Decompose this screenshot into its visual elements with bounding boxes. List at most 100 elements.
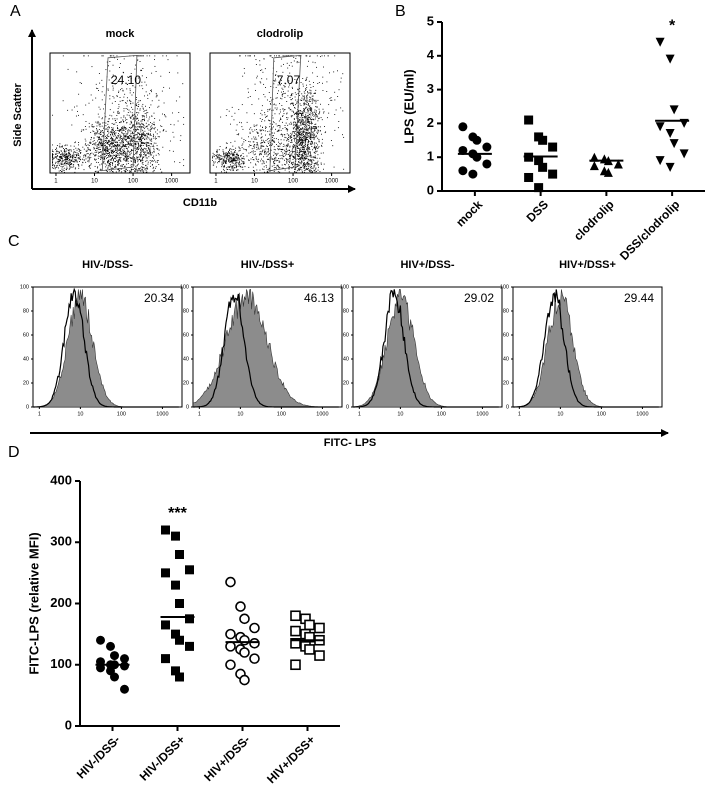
event-dot (300, 118, 302, 120)
event-dot (308, 119, 309, 121)
event-dot (68, 149, 70, 150)
event-dot (300, 110, 302, 111)
event-dot (101, 125, 103, 127)
event-dot (127, 141, 129, 143)
event-dot (306, 166, 308, 168)
event-dot (305, 119, 307, 121)
event-dot (300, 150, 302, 152)
event-dot (106, 170, 107, 172)
event-dot (272, 159, 274, 161)
event-dot (281, 155, 283, 156)
event-dot (105, 135, 106, 137)
event-dot (301, 113, 303, 115)
event-dot (144, 81, 146, 83)
event-dot (71, 124, 73, 126)
event-dot (134, 167, 136, 169)
event-dot (218, 161, 220, 163)
event-dot (105, 125, 107, 127)
event-dot (120, 128, 122, 130)
event-dot (313, 165, 315, 167)
event-dot (101, 55, 103, 57)
data-point (175, 550, 184, 559)
significance-annotation: * (669, 17, 676, 34)
event-dot (102, 161, 104, 163)
event-dot (132, 92, 134, 94)
event-dot (60, 163, 62, 165)
event-dot (288, 84, 290, 86)
event-dot (300, 139, 302, 141)
event-dot (216, 156, 218, 158)
event-dot (304, 157, 305, 158)
event-dot (307, 142, 309, 144)
event-dot (298, 156, 300, 157)
event-dot (146, 167, 148, 169)
event-dot (268, 167, 270, 169)
event-dot (150, 128, 152, 130)
event-dot (90, 139, 92, 141)
event-dot (140, 120, 142, 122)
event-dot (302, 83, 304, 85)
event-dot (140, 145, 142, 146)
event-dot (126, 155, 128, 157)
event-dot (105, 151, 107, 152)
event-dot (281, 167, 283, 169)
event-dot (313, 163, 315, 165)
event-dot (312, 136, 314, 138)
event-dot (108, 141, 109, 143)
event-dot (299, 148, 300, 150)
event-dot (310, 135, 311, 137)
event-dot (243, 163, 245, 165)
event-dot (301, 145, 303, 147)
event-dot (99, 141, 100, 143)
event-dot (88, 102, 90, 104)
event-dot (52, 165, 54, 167)
event-dot (317, 116, 319, 118)
event-dot (127, 151, 129, 153)
event-dot (302, 124, 304, 126)
event-dot (269, 133, 271, 135)
event-dot (128, 143, 130, 145)
event-dot (230, 148, 232, 150)
event-dot (83, 55, 85, 57)
event-dot (115, 75, 116, 77)
event-dot (267, 109, 269, 110)
event-dot (107, 88, 109, 90)
event-dot (305, 152, 307, 154)
event-dot (108, 159, 109, 161)
event-dot (318, 81, 320, 83)
event-dot (247, 55, 249, 57)
event-dot (300, 122, 302, 124)
event-dot (312, 99, 314, 101)
event-dot (304, 163, 306, 165)
x-tick-label: 100 (117, 411, 126, 417)
event-dot (152, 152, 154, 154)
data-point (655, 37, 665, 47)
event-dot (156, 94, 158, 96)
event-dot (237, 165, 239, 167)
event-dot (132, 158, 134, 160)
event-dot (135, 118, 137, 120)
event-dot (306, 149, 308, 151)
event-dot (269, 157, 271, 159)
event-dot (106, 157, 108, 158)
event-dot (132, 132, 133, 134)
event-dot (309, 84, 311, 86)
event-dot (216, 149, 218, 151)
event-dot (101, 117, 103, 119)
event-dot (72, 161, 74, 162)
event-dot (284, 152, 286, 154)
event-dot (217, 161, 219, 163)
event-dot (231, 161, 233, 162)
event-dot (54, 157, 56, 158)
event-dot (303, 162, 305, 164)
event-dot (298, 114, 300, 116)
event-dot (101, 156, 103, 158)
event-dot (239, 55, 241, 57)
event-dot (267, 141, 269, 143)
event-dot (105, 69, 107, 71)
event-dot (141, 116, 143, 118)
event-dot (285, 151, 287, 153)
event-dot (111, 129, 112, 131)
event-dot (142, 124, 144, 126)
event-dot (294, 147, 296, 149)
